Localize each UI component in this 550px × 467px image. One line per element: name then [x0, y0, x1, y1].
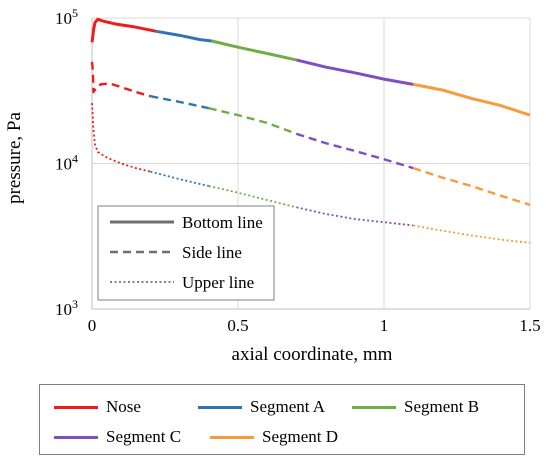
legend-label-nose: Nose — [106, 397, 141, 416]
legend-item-nose: Nose — [54, 396, 141, 418]
legend-swatch-nose — [54, 405, 98, 409]
inner-legend-label-bottom-line: Bottom line — [182, 213, 263, 232]
bottom-line-segment-d-path — [412, 82, 531, 117]
upper-line-segment-b-path — [208, 185, 297, 209]
upper-line-nose-path — [91, 103, 151, 173]
legend-swatch-segment-b — [352, 405, 396, 409]
upper-line-segment-a-path — [150, 170, 210, 187]
x-tick-label: 1.5 — [519, 316, 540, 335]
side-line-segment-d-path — [412, 166, 531, 206]
inner-legend: Bottom line Side line Upper line — [97, 205, 275, 301]
legend-label-segment-a: Segment A — [250, 397, 326, 416]
bottom-line-segment-c-path — [296, 58, 414, 86]
segment-legend: Nose Segment A Segment B Segment C Segme… — [39, 384, 525, 455]
legend-label-segment-b: Segment B — [404, 397, 480, 416]
legend-item-segment-b: Segment B — [352, 396, 479, 418]
bottom-line-segment-b-path — [211, 39, 297, 62]
legend-label-segment-c: Segment C — [106, 427, 182, 446]
x-tick-label: 0 — [88, 316, 97, 335]
x-tick-label: 1 — [380, 316, 389, 335]
upper-line-segment-d-path — [413, 224, 531, 244]
y-axis-label: pressure, Pa — [4, 112, 25, 204]
y-tick-exponent: 4 — [72, 152, 78, 166]
x-tick-label: 0.5 — [227, 316, 248, 335]
y-tick-label: 103 — [55, 297, 78, 319]
y-tick-exponent: 3 — [72, 297, 78, 311]
y-tick-exponent: 5 — [72, 6, 78, 20]
y-tick-label: 104 — [55, 152, 78, 174]
inner-legend-label-upper-line: Upper line — [182, 273, 254, 292]
side-line-nose-path — [90, 61, 151, 98]
side-line-segment-b-path — [208, 107, 297, 135]
side-line-segment-a-path — [150, 95, 210, 110]
y-tick-label: 105 — [55, 6, 78, 28]
series — [90, 17, 531, 244]
x-axis-label: axial coordinate, mm — [232, 344, 393, 365]
y-tick-base: 10 — [55, 9, 72, 28]
legend-item-segment-a: Segment A — [198, 396, 325, 418]
legend-swatch-segment-d — [210, 435, 254, 439]
bottom-line-nose-path — [90, 17, 157, 43]
y-tick-base: 10 — [55, 155, 72, 174]
side-line-segment-c-path — [296, 132, 414, 170]
y-tick-base: 10 — [55, 300, 72, 319]
inner-legend-label-side-line: Side line — [182, 243, 242, 262]
bottom-line-segment-a-path — [155, 29, 212, 43]
legend-item-segment-d: Segment D — [210, 426, 338, 448]
legend-swatch-segment-a — [198, 405, 242, 409]
upper-line-segment-c-path — [296, 206, 414, 227]
legend-item-segment-c: Segment C — [54, 426, 181, 448]
legend-label-segment-d: Segment D — [262, 427, 339, 446]
legend-swatch-segment-c — [54, 435, 98, 439]
